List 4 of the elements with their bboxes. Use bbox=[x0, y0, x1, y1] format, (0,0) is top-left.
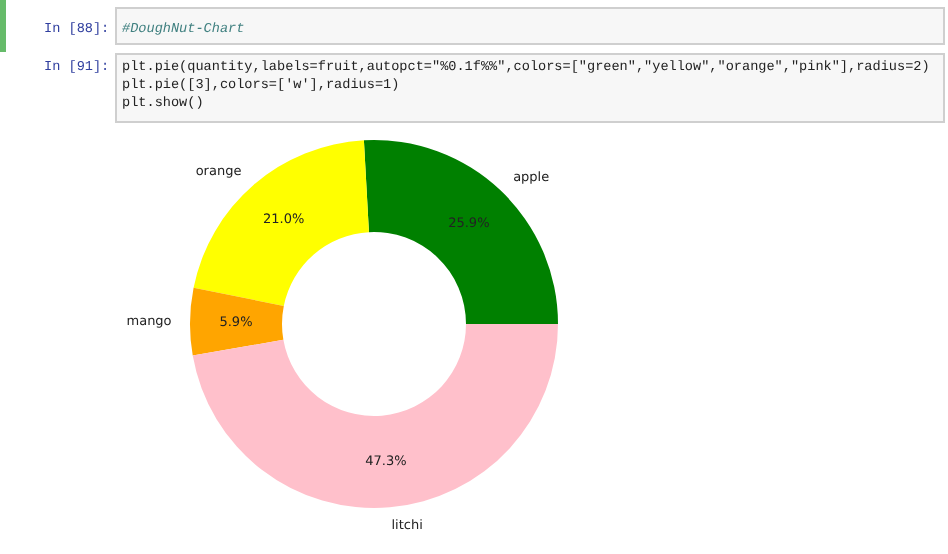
donut-slice bbox=[190, 287, 284, 356]
donut-slice bbox=[363, 140, 558, 324]
donut-slice bbox=[192, 324, 558, 508]
donut-slice bbox=[193, 140, 369, 306]
